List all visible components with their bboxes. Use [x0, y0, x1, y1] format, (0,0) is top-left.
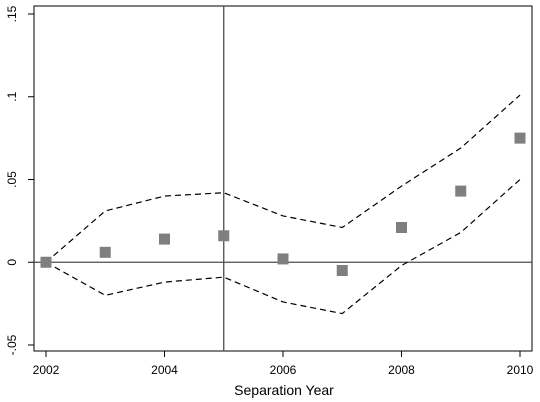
x-tick-label: 2010 [507, 363, 534, 377]
plot-area [33, 5, 533, 352]
series-points [40, 132, 526, 277]
series-lines [45, 94, 521, 315]
x-axis-ticks: 2002 2004 2006 2008 2010 [33, 351, 534, 377]
estimate-point [99, 246, 111, 258]
y-axis-ticks: -.05 0 .05 .1 .15 [5, 5, 34, 355]
estimate-point [277, 253, 289, 265]
plot-frame [33, 5, 533, 352]
y-tick-label: .15 [5, 5, 19, 22]
y-tick-label: .05 [5, 171, 19, 188]
y-tick-label: -.05 [5, 334, 19, 355]
upper-confidence-line [45, 94, 521, 263]
x-tick-label: 2008 [388, 363, 415, 377]
estimate-point [40, 256, 52, 268]
estimate-point [514, 132, 526, 144]
estimate-point [159, 233, 170, 245]
x-axis-title: Separation Year [234, 382, 334, 398]
lower-confidence-line [45, 179, 521, 315]
y-tick-label: 0 [5, 259, 19, 266]
estimate-point [455, 185, 467, 197]
y-tick-label: .1 [5, 91, 19, 101]
estimate-point [396, 221, 407, 233]
x-tick-label: 2002 [33, 363, 60, 377]
estimate-point [218, 230, 230, 242]
estimate-point [336, 265, 348, 277]
x-tick-label: 2004 [151, 363, 178, 377]
x-tick-label: 2006 [270, 363, 297, 377]
